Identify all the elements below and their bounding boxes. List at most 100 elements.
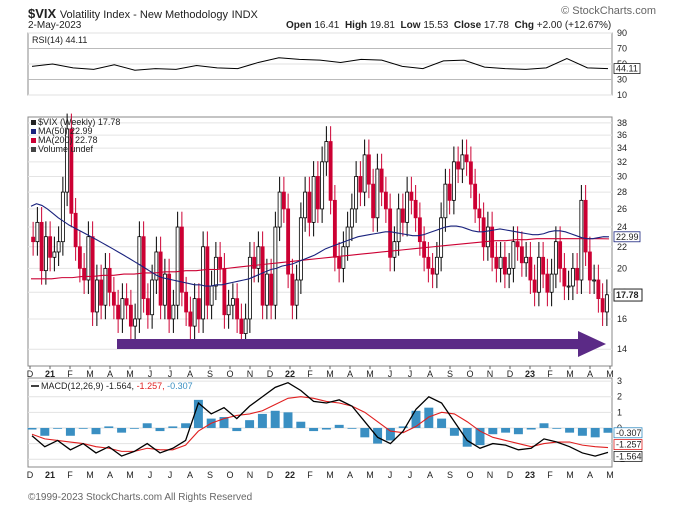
price-x-label: M [326, 369, 334, 379]
macd-x-label: N [247, 470, 254, 480]
macd-histogram-bar [245, 420, 255, 428]
price-candle [303, 191, 308, 219]
macd-histogram-bar [104, 426, 114, 428]
macd-x-label: F [67, 470, 73, 480]
macd-line [31, 381, 609, 457]
price-candle [128, 304, 133, 327]
price-candle [158, 251, 163, 306]
macd-x-label: D [267, 470, 274, 480]
price-candle [273, 226, 278, 306]
price-legend-entry: MA(50) 22.99 [38, 126, 93, 136]
macd-x-label: J [408, 470, 413, 480]
macd-histogram-bar [78, 427, 88, 429]
price-candle [252, 256, 257, 269]
price-legend-swatch [31, 129, 36, 134]
price-x-label: A [427, 369, 433, 379]
price-candle [60, 191, 65, 243]
price-candle [383, 191, 388, 210]
price-candle [226, 304, 231, 316]
price-candle [35, 221, 40, 243]
price-candle [345, 226, 350, 248]
price-tick-label: 36 [617, 130, 627, 140]
price-candle [490, 226, 495, 258]
price-tick-label: 16 [617, 314, 627, 324]
price-x-label: D [507, 369, 514, 379]
price-x-label: A [107, 369, 113, 379]
price-candle [205, 246, 210, 306]
macd-histogram-bar [513, 427, 523, 435]
price-candle [400, 208, 405, 223]
price-candle [324, 141, 329, 163]
ma50-line [30, 203, 610, 287]
price-candle [260, 246, 265, 306]
macd-x-label: D [27, 470, 34, 480]
price-tick-label: 38 [617, 118, 627, 128]
macd-histogram-bar [283, 412, 293, 428]
macd-histogram-bar [449, 427, 459, 436]
price-x-label: M [126, 369, 134, 379]
macd-histogram-bar [398, 426, 408, 428]
price-candle [473, 183, 478, 210]
price-candle [583, 199, 588, 253]
macd-histogram-bar [65, 427, 75, 436]
price-candle [328, 141, 333, 201]
macd-histogram-bar [424, 407, 434, 428]
price-x-label: J [408, 369, 413, 379]
price-candle [545, 273, 550, 293]
macd-histogram-bar [309, 427, 319, 432]
price-candle [145, 298, 150, 316]
macd-histogram-bar [270, 410, 280, 428]
macd-x-label: F [547, 470, 553, 480]
price-candle [290, 273, 295, 306]
price-candle [536, 256, 541, 293]
price-legend-swatch [31, 147, 36, 152]
price-candle [218, 256, 223, 269]
annotation-arrow-head [578, 331, 606, 357]
macd-histogram-bar [526, 427, 536, 430]
price-candle [562, 267, 567, 287]
price-candle [243, 318, 248, 334]
price-candle [133, 318, 138, 327]
price-candle [524, 256, 529, 264]
price-x-label: N [487, 369, 494, 379]
price-candle [31, 236, 36, 243]
price-candle [137, 236, 142, 320]
macd-x-label: S [447, 470, 453, 480]
price-candle [587, 251, 592, 281]
price-candle [354, 176, 359, 210]
price-candle [213, 256, 218, 287]
price-x-label: D [267, 369, 274, 379]
price-candle [94, 279, 99, 313]
macd-side-box [613, 439, 643, 450]
price-candle [277, 191, 282, 228]
macd-x-label: M [606, 470, 614, 480]
price-candle [570, 267, 575, 287]
macd-histogram-bar [296, 421, 306, 428]
price-x-label: O [226, 369, 233, 379]
price-x-label: F [307, 369, 313, 379]
price-tick-label: 20 [617, 263, 627, 273]
macd-histogram-bar [411, 410, 421, 428]
price-candle [111, 291, 116, 306]
macd-histogram-bar [501, 427, 511, 433]
price-candle [498, 256, 503, 269]
macd-histogram-bar [142, 423, 152, 428]
price-x-label: A [347, 369, 353, 379]
price-tick-label: 24 [617, 222, 627, 232]
macd-histogram-bar [129, 427, 139, 429]
macd-tick-label: 2 [617, 392, 622, 402]
macd-histogram-bar [321, 427, 331, 430]
price-candle [579, 199, 584, 281]
price-candle [162, 273, 167, 306]
price-candle [600, 298, 605, 313]
rsi-legend: RSI(14) 44.11 [32, 35, 87, 45]
price-candle [422, 241, 427, 258]
macd-x-label: M [366, 470, 374, 480]
macd-x-label: O [226, 470, 233, 480]
macd-x-label: M [86, 470, 94, 480]
price-candle [485, 226, 490, 248]
price-candle [553, 241, 558, 275]
last-close-box [613, 288, 643, 302]
price-candle [154, 251, 159, 281]
macd-x-label: M [566, 470, 574, 480]
